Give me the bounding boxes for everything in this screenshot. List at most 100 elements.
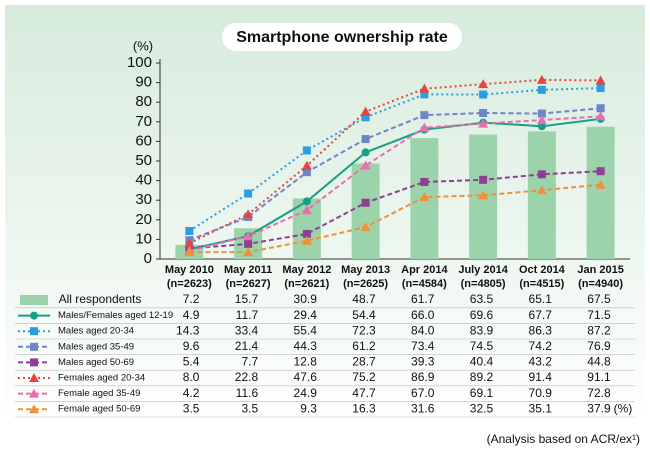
marker [360, 106, 371, 116]
y-unit: (%) [133, 38, 153, 53]
marker [595, 179, 606, 189]
table-value: 66.0 [411, 308, 435, 322]
table-value: 87.2 [587, 323, 611, 337]
table-value: 74.5 [470, 339, 494, 353]
marker [302, 168, 311, 177]
marker [595, 75, 606, 85]
legend-marker [30, 358, 38, 367]
table-value: 28.7 [352, 355, 376, 369]
table-value: 69.6 [470, 308, 494, 322]
legend-marker [29, 388, 39, 398]
x-tick-label: July 2014 [458, 264, 508, 276]
table-value: 86.3 [529, 323, 553, 337]
marker [596, 84, 605, 93]
y-tick-label: 50 [135, 152, 152, 169]
marker [536, 115, 547, 125]
marker [536, 74, 547, 84]
marker [479, 175, 488, 184]
x-tick-label: May 2011 [224, 264, 272, 276]
marker [419, 83, 430, 93]
marker [420, 90, 429, 99]
marker [360, 160, 371, 170]
marker [243, 231, 254, 241]
legend-label: Males aged 35-49 [58, 341, 134, 352]
x-tick-note: (n=4805) [461, 278, 506, 290]
marker [478, 79, 489, 89]
x-tick-note: (n=4940) [578, 278, 623, 290]
x-tick-note: (n=4515) [519, 278, 564, 290]
legend-label: Female aged 50-69 [58, 404, 140, 415]
x-tick-label: May 2012 [282, 264, 331, 276]
y-tick-label: 0 [144, 250, 152, 267]
table-value: 29.4 [294, 308, 318, 322]
legend-label: Males/Females aged 12-19 [58, 310, 173, 321]
table-value: 40.4 [470, 355, 494, 369]
legend-label: Female aged 35-49 [58, 388, 140, 399]
title-pill [222, 23, 462, 51]
marker [360, 222, 371, 232]
table-value: 91.1 [587, 370, 611, 384]
marker [536, 185, 547, 195]
marker [301, 205, 312, 215]
table-value: 7.2 [183, 292, 200, 306]
marker [479, 108, 488, 117]
table-value: 11.7 [236, 308, 259, 322]
table-value: 54.4 [352, 308, 376, 322]
bar [351, 163, 380, 259]
legend-label: Males aged 50-69 [58, 357, 134, 368]
marker [185, 226, 194, 235]
table-value: 7.7 [241, 355, 258, 369]
legend-marker [29, 373, 39, 382]
table-value: 35.1 [529, 401, 553, 415]
y-tick-label: 10 [135, 230, 152, 247]
x-tick-note: (n=2623) [167, 278, 212, 290]
table-value: 37.9 [587, 401, 611, 415]
table-value: 11.6 [236, 386, 259, 400]
marker [420, 177, 429, 186]
table-value: 55.4 [294, 323, 318, 337]
legend-marker [30, 342, 38, 351]
marker [361, 198, 370, 207]
legend-label: Females aged 20-34 [58, 373, 145, 384]
table-value: 4.9 [183, 308, 200, 322]
table-value: 65.1 [529, 292, 553, 306]
marker [184, 247, 195, 257]
x-tick-label: Oct 2014 [519, 264, 566, 276]
x-tick-note: (n=2621) [284, 278, 329, 290]
table-value: 70.9 [529, 386, 553, 400]
legend-label: Males aged 20-34 [58, 326, 134, 337]
y-tick-label: 40 [135, 172, 152, 189]
table-value: 32.5 [470, 401, 494, 415]
table-value: 22.8 [235, 370, 259, 384]
table-value: 61.2 [352, 339, 376, 353]
marker [244, 239, 253, 248]
table-value: 91.4 [529, 370, 553, 384]
line [189, 107, 601, 242]
line [189, 117, 601, 251]
marker [537, 170, 546, 179]
x-tick-label: May 2010 [165, 264, 214, 276]
marker [243, 247, 254, 257]
table-value: 48.7 [352, 292, 376, 306]
marker [596, 104, 605, 113]
marker [302, 146, 311, 155]
table-value: 74.2 [529, 339, 553, 353]
chart-title: Smartphone ownership rate [236, 29, 448, 46]
marker [302, 197, 311, 206]
y-tick-label: 80 [135, 93, 152, 110]
table-value: 86.9 [411, 370, 435, 384]
table-value: 16.3 [352, 401, 376, 415]
table-value: 47.6 [294, 370, 318, 384]
marker [478, 190, 489, 200]
table-value: 75.2 [352, 370, 376, 384]
marker [478, 118, 489, 128]
y-tick-label: 60 [135, 132, 152, 149]
legend-marker [30, 327, 38, 336]
y-tick-label: 70 [135, 113, 152, 130]
table-value: 43.2 [529, 355, 553, 369]
table-value: 24.9 [294, 386, 318, 400]
footnote: (Analysis based on ACR/ex¹) [487, 432, 640, 446]
legend-label: All respondents [59, 292, 142, 306]
x-tick-label: May 2013 [341, 264, 390, 276]
